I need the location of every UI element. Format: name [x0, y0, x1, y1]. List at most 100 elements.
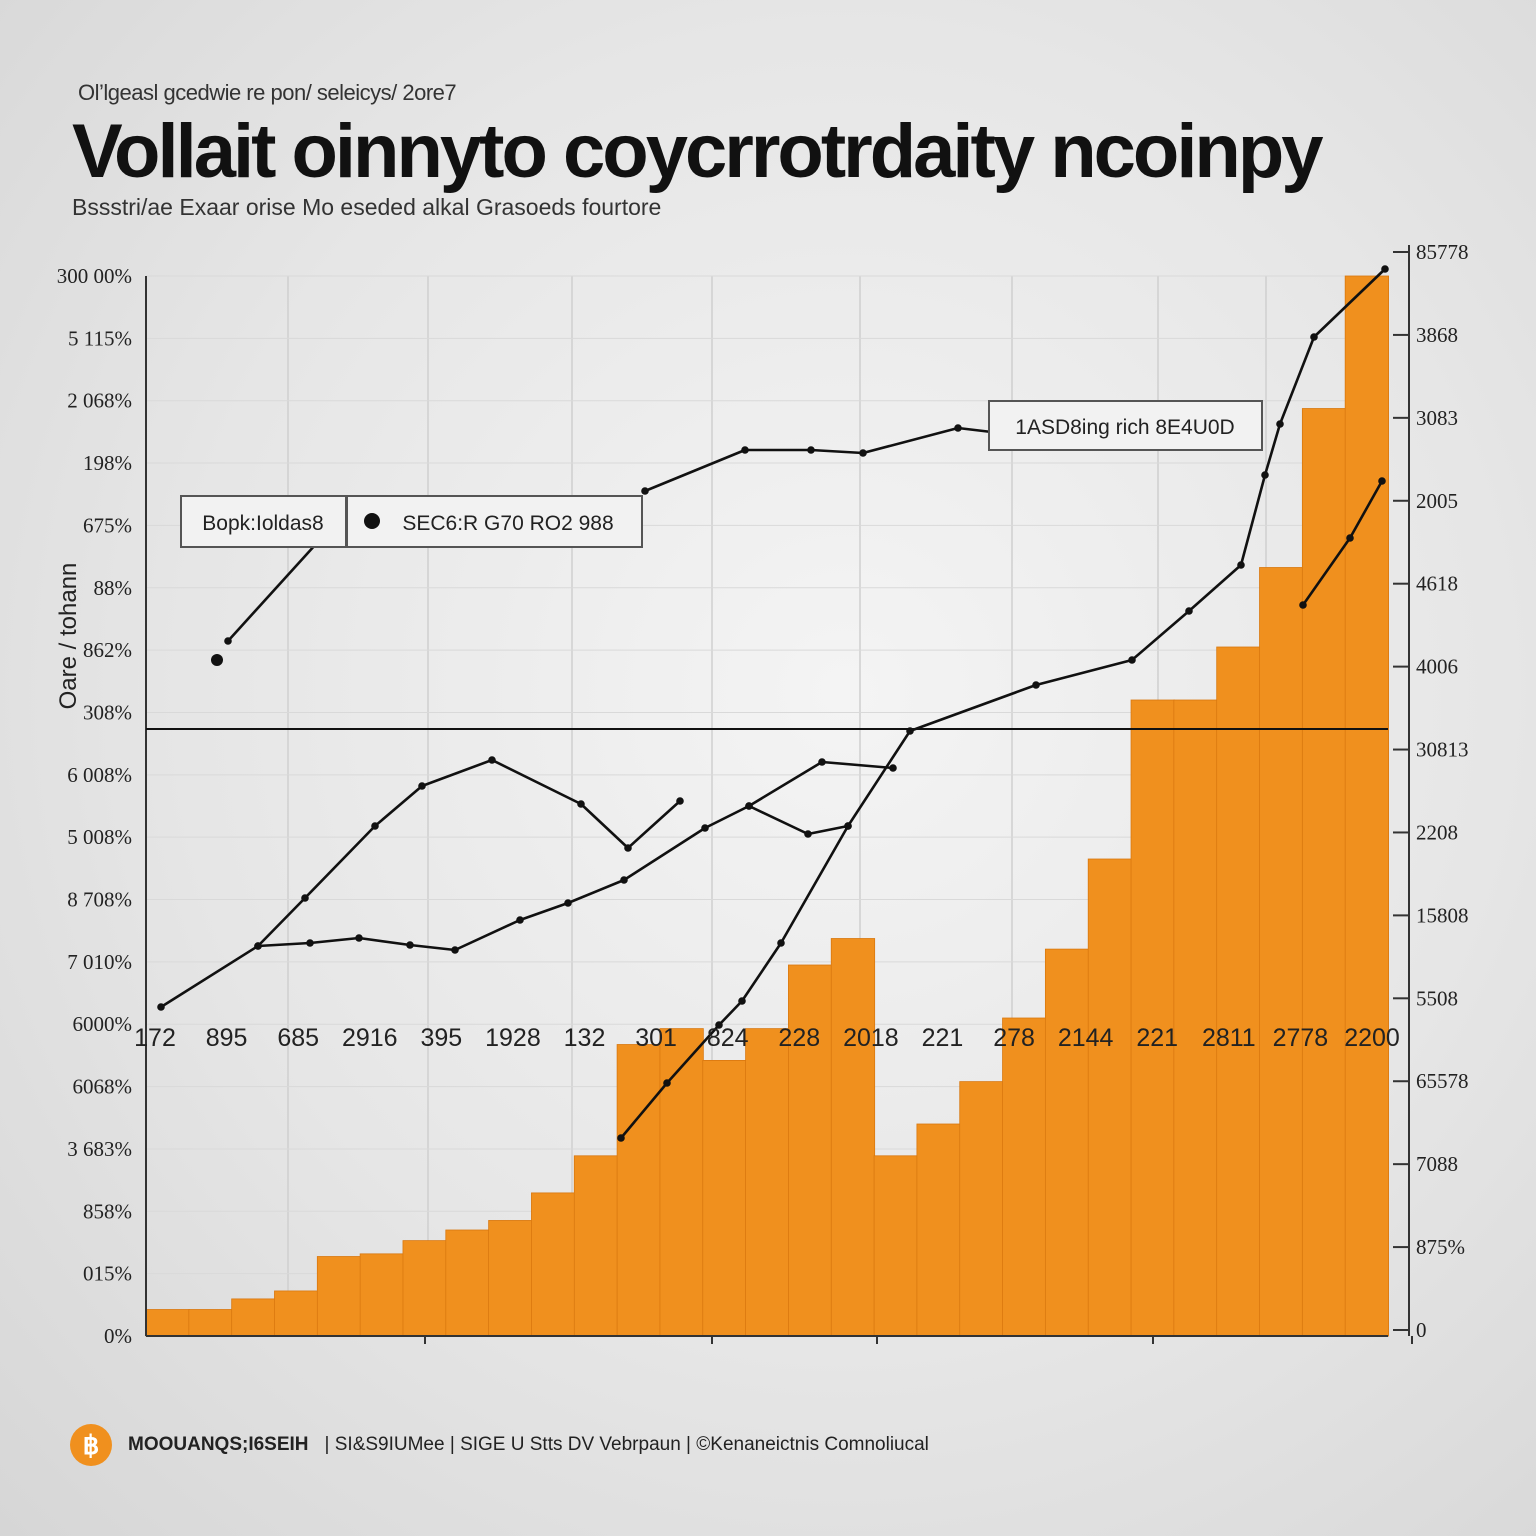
bar-4: [316, 1256, 362, 1337]
bar-21: [1044, 948, 1090, 1337]
y-right-tick-label-12: 875%: [1416, 1235, 1465, 1259]
series-1-point-6: [564, 899, 572, 907]
y-left-tick-label-1: 5 115%: [68, 326, 132, 350]
series-line-1: [257, 760, 894, 952]
bar-18: [916, 1123, 961, 1337]
bar-24: [1173, 699, 1218, 1337]
x-tick-label-9: 228: [778, 1024, 820, 1052]
series-line-0: [160, 758, 681, 1009]
x-tick-label-16: 2778: [1273, 1024, 1329, 1052]
series-2-point-0: [745, 802, 753, 810]
bar-20: [1002, 1017, 1047, 1337]
bar-6: [402, 1240, 447, 1337]
bar-5: [359, 1253, 404, 1337]
series-1-point-4: [451, 946, 459, 954]
bar-28: [1344, 275, 1389, 1337]
annotation-box-right: 1ASD8ing rich 8E4U0D: [988, 400, 1263, 451]
x-tick-label-12: 278: [993, 1024, 1035, 1052]
y-axis-title: Oare / tohann: [55, 563, 82, 710]
y-right-tick-label-6: 30813: [1416, 738, 1469, 762]
y-right-tick-label-10: 65578: [1416, 1069, 1469, 1093]
series-2-point-10: [1310, 333, 1318, 341]
kicker-text: Ol’lgeasl gcedwie re pon/ seleicys/ 2ore…: [78, 80, 457, 105]
y-right-tick-label-2: 3083: [1416, 406, 1458, 430]
bar-27: [1301, 408, 1347, 1337]
series-2-point-5: [1128, 656, 1136, 664]
y-left-tick-label-8: 6 008%: [67, 763, 132, 787]
footer-text: | SI&S9IUMee | SIGE U Stts DV Vebrpaun |…: [324, 1434, 929, 1455]
y-right-tick-label-9: 5508: [1416, 986, 1458, 1010]
series-3-point-4: [777, 939, 785, 947]
annotation-label-left: Bopk:Ioldas8: [202, 512, 323, 535]
y-left-tick-label-4: 675%: [83, 513, 132, 537]
x-tick-label-2: 685: [277, 1024, 319, 1052]
series-2-point-4: [1032, 681, 1040, 689]
y-right-tick-label-4: 4618: [1416, 572, 1458, 596]
series-3-point-5: [844, 822, 852, 830]
y-left-tick-label-7: 308%: [83, 700, 132, 724]
y-right-tick-label-1: 3868: [1416, 323, 1458, 347]
series-1-point-8: [701, 824, 709, 832]
series-0-point-5: [488, 756, 496, 764]
series-1-point-2: [355, 934, 363, 942]
series-3-point-0: [617, 1134, 625, 1142]
series-2-point-6: [1185, 607, 1193, 615]
series-1-point-10: [818, 758, 826, 766]
y-left-tick-label-17: 0%: [104, 1324, 132, 1348]
series-5-point-0: [1299, 601, 1307, 609]
series-0-point-4: [418, 782, 426, 790]
bar-26: [1259, 567, 1304, 1337]
annotation-box-left: Bopk:Ioldas8: [180, 495, 347, 548]
y-left-tick-label-13: 6068%: [73, 1075, 133, 1099]
bar-2: [231, 1298, 276, 1337]
series-2-point-7: [1237, 561, 1245, 569]
bar-25: [1216, 646, 1261, 1337]
x-tick-label-8: 824: [707, 1024, 749, 1052]
annotation-label-legend: SEC6:R G70 RO2 988: [402, 512, 613, 535]
bar-7: [445, 1229, 490, 1337]
x-tick-label-4: 395: [420, 1024, 462, 1052]
y-left-tick-label-10: 8 708%: [67, 888, 132, 912]
series-2-point-9: [1276, 420, 1284, 428]
y-left-tick-label-6: 862%: [83, 638, 132, 662]
bar-15: [788, 964, 833, 1337]
x-tick-label-3: 2916: [342, 1024, 398, 1052]
bar-10: [573, 1155, 619, 1337]
y-left-tick-label-9: 5 008%: [67, 825, 132, 849]
series-5-point-1: [1346, 534, 1354, 542]
bar-9: [531, 1192, 576, 1337]
x-tick-label-1: 895: [206, 1024, 248, 1052]
x-tick-label-7: 301: [635, 1024, 677, 1052]
chart-title: Vollait oinnyto coycrrotrdaity ncoinpy: [72, 109, 1324, 194]
bar-19: [959, 1081, 1004, 1337]
annotation-label-right: 1ASD8ing rich 8E4U0D: [1015, 416, 1234, 439]
footer-brand: MOOUANQS;I6SEIH: [128, 1434, 309, 1455]
x-tick-label-10: 2018: [843, 1024, 899, 1052]
y-right-tick-label-0: 85778: [1416, 240, 1469, 264]
series-3-point-1: [663, 1079, 671, 1087]
series-line-4: [644, 426, 1001, 493]
series-line-3: [620, 825, 850, 1139]
bar-12: [659, 1028, 704, 1337]
y-left-tick-label-14: 3 683%: [67, 1137, 132, 1161]
series-line-6: [227, 543, 317, 642]
y-right-tick-label-8: 15808: [1416, 903, 1469, 927]
series-0-point-8: [676, 797, 684, 805]
bar-23: [1130, 699, 1175, 1337]
series-3-point-2: [715, 1021, 723, 1029]
y-left-tick-label-16: 015%: [83, 1262, 132, 1286]
x-tick-label-5: 1928: [485, 1024, 541, 1052]
series-1-point-5: [516, 916, 524, 924]
bar-13: [702, 1060, 747, 1337]
bar-22: [1087, 858, 1133, 1337]
bar-3: [274, 1290, 319, 1337]
bar-16: [830, 938, 876, 1337]
legend-marker-dot: [364, 513, 380, 529]
series-4-point-1: [741, 446, 749, 454]
series-4-point-0: [641, 487, 649, 495]
bar-17: [873, 1155, 918, 1337]
series-0-point-7: [624, 844, 632, 852]
y-right-tick-label-13: 0: [1416, 1318, 1427, 1342]
footer: ฿ MOOUANQS;I6SEIH | SI&S9IUMee | SIGE U …: [70, 1422, 929, 1468]
bar-0: [145, 1309, 190, 1337]
